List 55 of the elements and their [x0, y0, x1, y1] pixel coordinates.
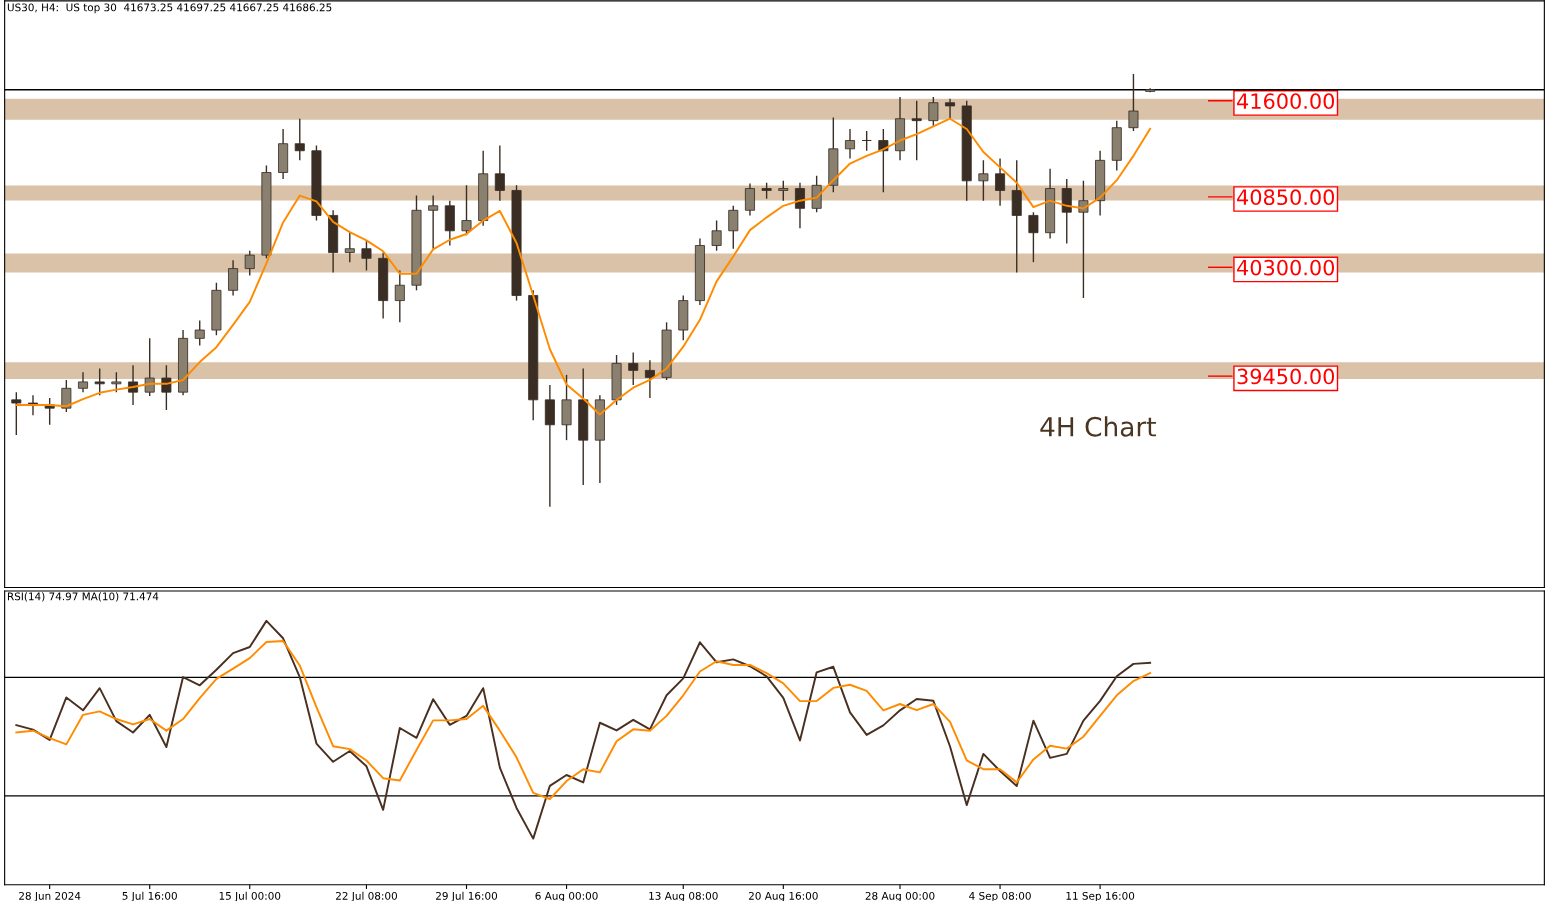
candlestick: [228, 259, 239, 297]
candlestick: [728, 205, 739, 250]
candlestick: [628, 351, 639, 386]
candlestick: [1128, 73, 1139, 132]
candlestick: [911, 100, 922, 162]
candlestick: [844, 128, 855, 160]
x-tick-label: 20 Aug 16:00: [748, 891, 818, 901]
chart-title: RSI(14) 74.97 MA(10) 71.474: [7, 592, 159, 602]
x-tick-label: 15 Jul 00:00: [219, 891, 281, 901]
x-tick-label: 5 Jul 16:00: [122, 891, 177, 901]
chart-title: US30, H4: US top 30 41673.25 41697.25 41667.25 41686.25: [7, 3, 332, 14]
candlestick: [711, 219, 722, 252]
candlestick: [811, 175, 822, 213]
candlestick: [878, 128, 889, 194]
x-tick-label: 22 Jul 08:00: [335, 891, 397, 901]
candlestick: [394, 269, 405, 324]
y-tick-label: 41600.00: [1237, 93, 1335, 110]
candlestick: [945, 98, 956, 120]
candlestick: [861, 130, 872, 152]
candlestick: [344, 232, 355, 263]
candlestick: [361, 239, 372, 272]
candlestick: [461, 184, 472, 236]
x-tick-label: 11 Sep 16:00: [1066, 891, 1135, 901]
candlestick: [1028, 211, 1039, 263]
candlestick: [778, 180, 789, 202]
candlestick: [995, 157, 1006, 207]
candlestick: [1078, 180, 1089, 299]
candlestick: [494, 144, 505, 202]
candlestick: [928, 96, 939, 127]
candlestick: [78, 371, 89, 393]
candlestick: [794, 182, 805, 229]
x-tick-label: 28 Aug 00:00: [865, 891, 935, 901]
y-tick-label: 40850.00: [1237, 189, 1335, 206]
x-tick-label: 13 Aug 08:00: [649, 891, 718, 901]
candlestick: [1061, 178, 1072, 245]
x-tick-label: 6 Aug 00:00: [535, 891, 598, 901]
x-tick-label: 4 Sep 08:00: [969, 891, 1031, 901]
candlestick: [294, 118, 305, 162]
candlestick: [11, 391, 22, 436]
y-tick-label: 39450.00: [1237, 368, 1335, 385]
annotation: 4H Chart: [1040, 416, 1156, 437]
candlestick: [644, 359, 655, 399]
candlestick: [144, 337, 155, 397]
x-tick-label: 28 Jun 2024: [19, 891, 81, 901]
candlestick: [111, 371, 122, 393]
candlestick: [244, 249, 255, 277]
candlestick: [744, 182, 755, 217]
candlestick: [94, 367, 105, 397]
y-tick-label: 40300.00: [1237, 259, 1335, 276]
candlestick: [161, 364, 172, 411]
candlestick: [428, 194, 439, 250]
candlestick: [194, 319, 205, 347]
candlestick: [61, 379, 72, 413]
candlestick: [978, 159, 989, 202]
x-tick-label: 29 Jul 16:00: [436, 891, 498, 901]
